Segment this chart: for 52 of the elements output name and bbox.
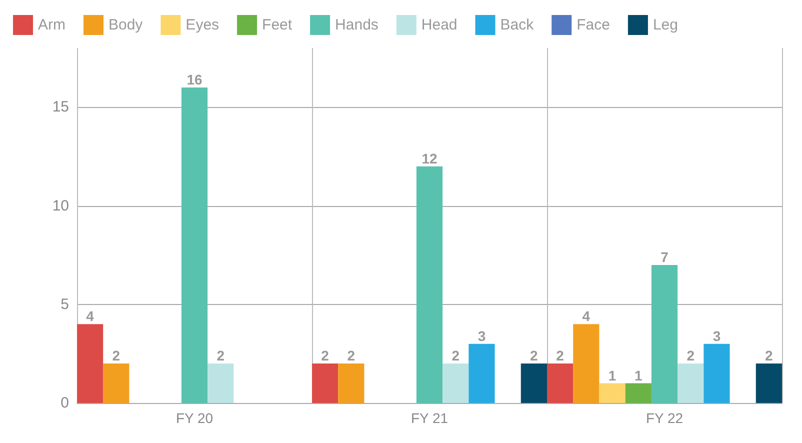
data-label: 1 [634,367,642,384]
bar [468,344,495,403]
x-tick-label: FY 21 [410,410,448,426]
bar [103,364,130,403]
data-label: 2 [686,348,695,364]
data-label: 3 [712,328,721,344]
legend-label: Back [500,16,534,34]
legend-label: Body [108,16,144,34]
legend-label: Face [576,16,610,34]
data-label: 2 [321,348,330,364]
bar [338,364,364,403]
bar [208,364,234,403]
y-tick-label: 15 [52,98,69,116]
bar [77,324,104,403]
data-label: 16 [186,71,202,88]
data-label: 2 [112,348,120,364]
data-label: 2 [216,348,225,364]
bar [756,364,782,403]
data-label: 3 [478,328,486,344]
data-label: 2 [347,348,356,364]
data-label: 4 [86,308,94,324]
data-label: 1 [608,367,616,384]
data-label: 4 [582,308,590,324]
legend-label: Eyes [186,16,220,34]
bar [651,264,678,403]
bar [520,364,547,403]
data-label: 2 [765,348,774,364]
legend-label: Head [421,16,458,34]
data-label: 2 [452,348,460,364]
bar [416,166,443,403]
legend-label: Feet [262,16,293,34]
data-label: 2 [530,348,538,364]
x-tick-label: FY 20 [176,410,214,426]
bar [599,383,626,403]
data-label: 7 [660,248,669,265]
y-tick-label: 10 [52,197,69,214]
bar [678,364,704,403]
data-label: 2 [556,348,564,364]
x-tick-label: FY 22 [646,410,684,426]
bar [312,364,338,403]
legend-label: Hands [335,16,378,34]
y-tick-label: 0 [60,394,69,412]
bar [704,344,730,403]
bar [625,383,652,403]
bar [573,324,600,403]
bar [547,364,574,403]
bar [442,364,469,403]
legend-label: Leg [652,16,678,34]
data-label: 12 [422,150,438,166]
y-tick-label: 5 [60,296,69,313]
legend-label: Arm [38,16,66,34]
bar [181,87,208,403]
